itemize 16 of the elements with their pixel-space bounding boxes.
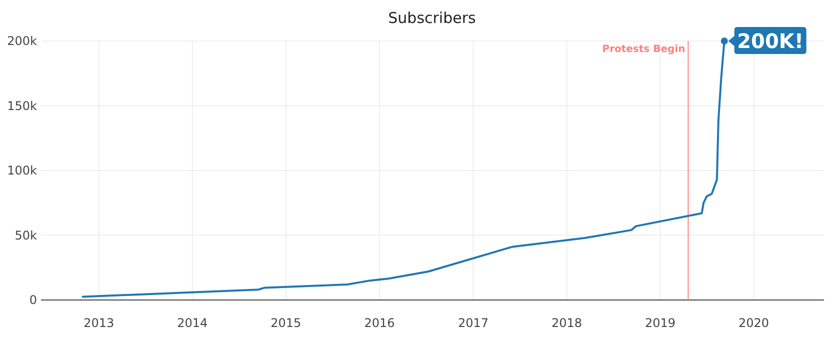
x-tick-label: 2015: [270, 316, 302, 330]
x-tick-label: 2019: [645, 316, 676, 330]
y-tick-label: 150k: [7, 98, 38, 113]
y-tick-label: 0: [29, 293, 37, 308]
ref-line-label: Protests Begin: [602, 44, 686, 55]
x-tick-label: 2018: [551, 316, 582, 330]
x-tick-label: 2020: [738, 316, 770, 330]
x-tick-label: 2013: [84, 316, 114, 330]
chart-title: Subscribers: [388, 9, 476, 27]
annotation: 200K!: [737, 29, 804, 53]
y-tick-label: 50k: [14, 228, 38, 242]
y-tick-label: 100k: [7, 164, 38, 178]
x-tick-label: 2017: [458, 316, 489, 330]
x-tick-label: 2016: [364, 316, 395, 330]
y-tick-label: 200k: [7, 34, 38, 48]
x-tick-label: 2014: [177, 316, 208, 330]
